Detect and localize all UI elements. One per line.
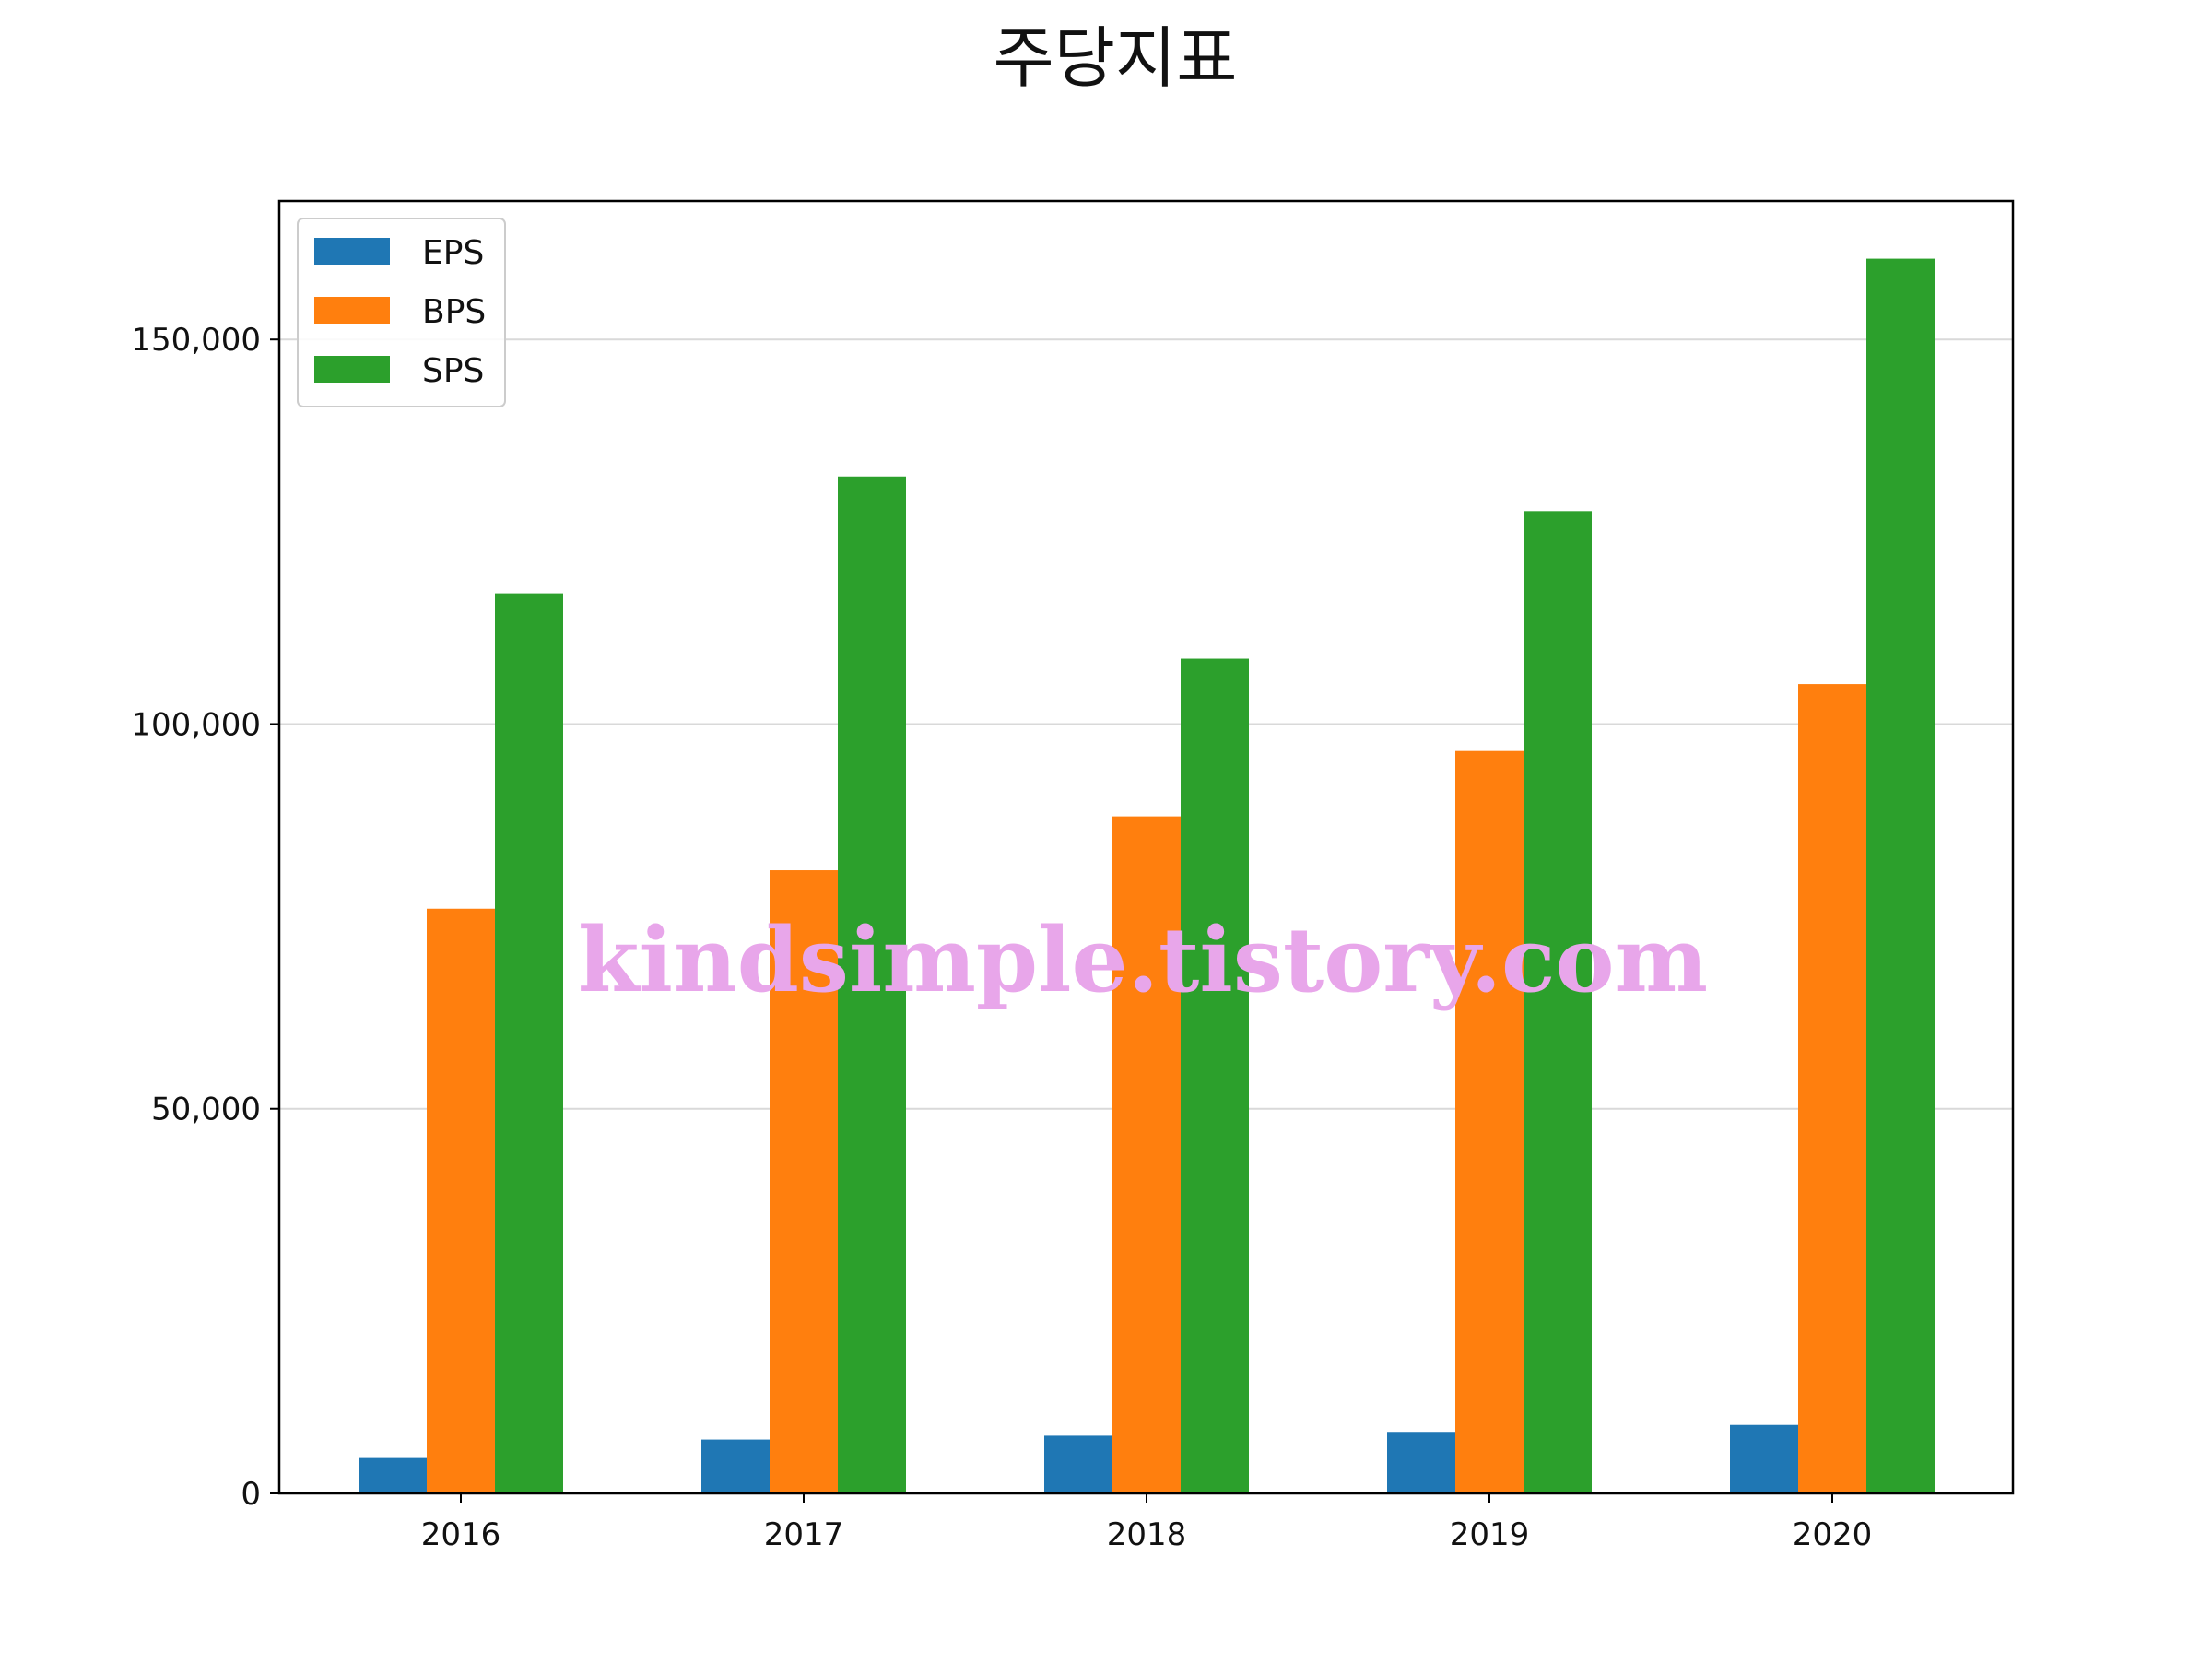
x-tick-label: 2019	[1450, 1516, 1530, 1553]
x-tick-label: 2018	[1107, 1516, 1187, 1553]
bar-bps-2020	[1798, 684, 1866, 1493]
y-tick-label: 150,000	[131, 322, 261, 359]
x-tick-label: 2017	[764, 1516, 844, 1553]
bar-eps-2017	[701, 1440, 770, 1493]
y-tick-label: 100,000	[131, 706, 261, 743]
x-tick-label: 2016	[421, 1516, 501, 1553]
bar-sps-2018	[1181, 659, 1249, 1493]
bar-bps-2019	[1455, 751, 1524, 1493]
bar-eps-2016	[359, 1458, 427, 1493]
bar-bps-2016	[427, 909, 495, 1493]
bar-eps-2018	[1044, 1435, 1112, 1493]
bar-sps-2016	[495, 594, 563, 1493]
chart-title: 주당지표	[994, 19, 1238, 97]
bar-eps-2019	[1387, 1432, 1455, 1493]
legend: EPS BPS SPS	[298, 218, 505, 407]
y-tick-label: 0	[241, 1476, 261, 1513]
y-tick-label: 50,000	[151, 1091, 261, 1128]
legend-swatch-bps	[314, 297, 390, 324]
legend-label-bps: BPS	[422, 293, 486, 331]
x-tick-label: 2020	[1793, 1516, 1873, 1553]
legend-label-sps: SPS	[422, 352, 484, 390]
legend-label-eps: EPS	[422, 234, 484, 272]
legend-swatch-sps	[314, 356, 390, 383]
bar-sps-2020	[1866, 259, 1935, 1493]
legend-swatch-eps	[314, 238, 390, 265]
watermark-text: kindsimple.tistory.com	[578, 908, 1708, 1012]
bar-eps-2020	[1730, 1425, 1798, 1493]
